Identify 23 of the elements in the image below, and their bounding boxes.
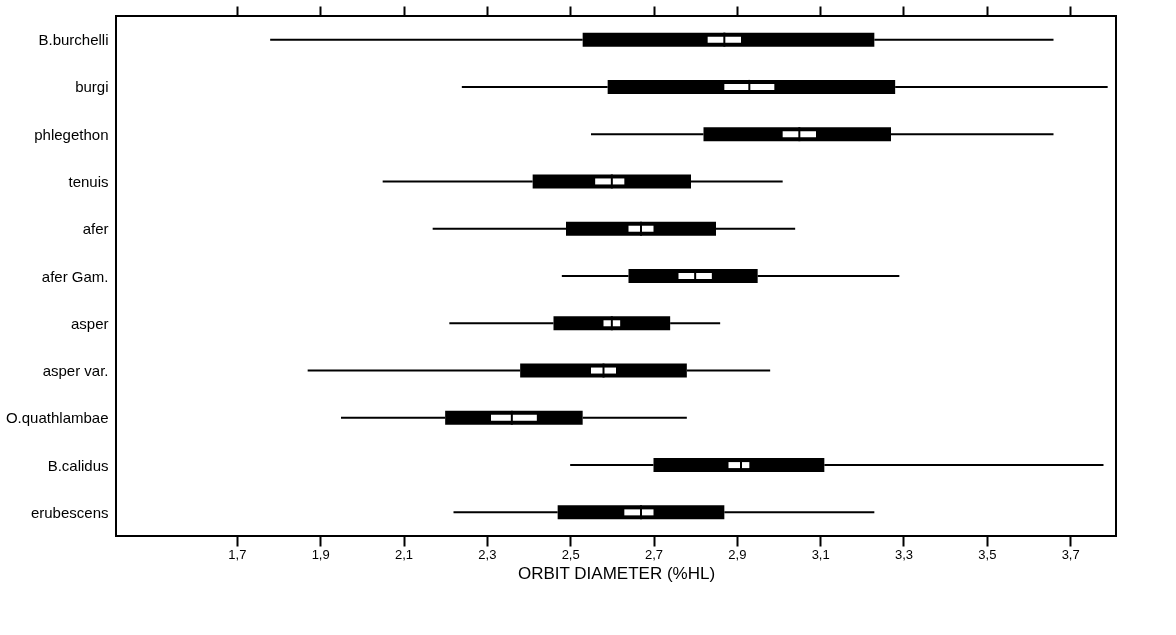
- x-tick-label: 2,3: [478, 546, 497, 562]
- x-tick-label: 3,3: [894, 546, 914, 562]
- x-tick-label: 2,7: [644, 546, 664, 562]
- x-tick-label: 2,1: [394, 546, 414, 562]
- x-tick-label: 2,9: [728, 546, 747, 562]
- y-tick-label: afer: [82, 220, 109, 238]
- y-tick-label: asper: [70, 314, 109, 332]
- y-tick-label: burgi: [75, 78, 109, 96]
- x-axis-title: ORBIT DIAMETER (%HL): [517, 563, 716, 583]
- x-tick-label: 1,9: [311, 546, 330, 562]
- y-tick-label: asper var.: [42, 362, 109, 380]
- y-tick-label: O.quathlambae: [5, 409, 109, 427]
- y-tick-label: tenuis: [68, 172, 109, 190]
- x-tick-label: 2,5: [561, 546, 580, 562]
- y-tick-label: phlegethon: [34, 125, 109, 143]
- y-tick-label: B.burchelli: [38, 31, 109, 49]
- y-tick-label: erubescens: [30, 503, 109, 521]
- x-tick-label: 3,7: [1061, 546, 1080, 562]
- x-tick-label: 1,7: [228, 546, 247, 562]
- x-tick-label: 3,1: [811, 546, 830, 562]
- y-tick-label: B.calidus: [47, 456, 109, 474]
- y-tick-label: afer Gam.: [41, 267, 109, 285]
- x-tick-label: 3,5: [978, 546, 997, 562]
